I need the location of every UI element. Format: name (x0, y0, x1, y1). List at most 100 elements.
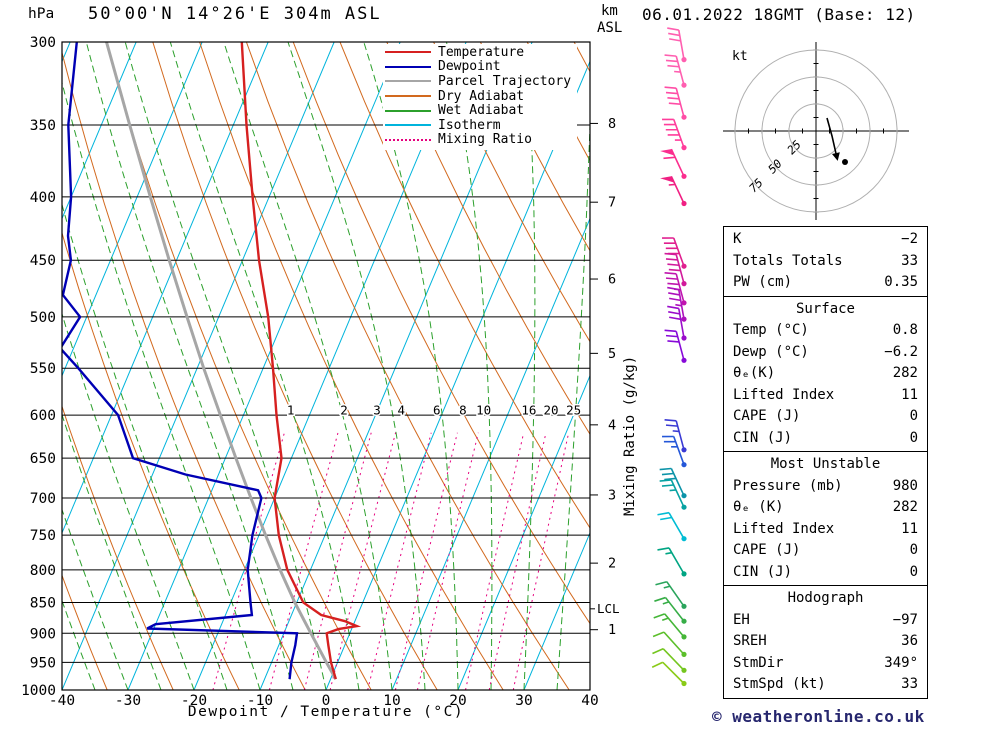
legend-item: Mixing Ratio (385, 132, 571, 147)
indices-table: K −2 Totals Totals 33 PW (cm) 0.35 Surface Temp… (723, 226, 928, 699)
legend-item: Temperature (385, 45, 571, 60)
indices-row-label: CIN (J) (733, 563, 793, 580)
indices-row: Pressure (mb) 980 (724, 476, 927, 498)
wet-adiabat-line (62, 80, 261, 690)
mixing-ratio-axis-title: Mixing Ratio (g/kg) (622, 355, 638, 516)
indices-section-title: Surface (795, 300, 855, 317)
pressure-tick-label: 550 (30, 361, 56, 377)
isotherm-line (62, 42, 137, 220)
indices-row-value: −97 (892, 611, 918, 628)
legend-label: Parcel Trajectory (438, 73, 572, 89)
hodograph-ring (788, 103, 844, 159)
hodograph-unit-label: kt (732, 49, 748, 64)
indices-row-value: 980 (892, 477, 918, 494)
temperature-tick-label: -40 (49, 693, 75, 709)
legend-line-sample (385, 51, 431, 54)
indices-row-label: StmDir (733, 654, 784, 671)
indices-row: CAPE (J) 0 (724, 540, 927, 562)
km-tick-label: 1 (608, 622, 616, 638)
indices-row-value: 282 (892, 365, 918, 381)
indices-section: Most Unstable Pressure (mb) 980 θₑ (K) 282 Li… (723, 451, 928, 586)
legend-label: Isotherm (438, 117, 501, 133)
indices-row: PW (cm) 0.35 (724, 272, 927, 294)
legend-item: Isotherm (385, 118, 571, 133)
km-tick-label: 3 (608, 487, 616, 503)
mixing-ratio-label: 6 (433, 403, 441, 418)
wind-barb (654, 596, 687, 624)
wind-barb (659, 479, 687, 510)
indices-row-label: PW (cm) (733, 274, 793, 290)
indices-row: Temp (°C) 0.8 (724, 320, 927, 342)
wind-barb (659, 467, 687, 499)
temperature-tick-label: -20 (181, 693, 207, 709)
temperature-tick-label: 20 (449, 693, 466, 709)
indices-row-value: 36 (901, 633, 918, 649)
hodograph-ring (761, 76, 871, 186)
isotherm-line (127, 42, 401, 690)
altitude-axis-unit-asl: ASL (597, 20, 623, 36)
legend-label: Dry Adiabat (438, 88, 525, 104)
wind-barb (660, 175, 687, 207)
pressure-tick-label: 900 (30, 626, 56, 642)
mixing-ratio-line (329, 432, 397, 690)
pressure-tick-label: 400 (30, 190, 56, 206)
wet-adiabat-line (62, 599, 96, 690)
wind-barb (655, 580, 687, 609)
mixing-ratio-line (512, 432, 570, 690)
wind-barb (662, 435, 687, 468)
temperature-tick-label: 30 (515, 693, 532, 709)
indices-row: Lifted Index 11 (724, 519, 927, 541)
pressure-tick-label: 650 (30, 451, 56, 467)
indices-section: Surface Temp (°C) 0.8 Dewp (°C) −6.2 θₑ(K) 282… (723, 295, 928, 452)
credit-link[interactable]: © weatheronline.co.uk (712, 707, 925, 726)
sounding-curves (62, 42, 362, 680)
indices-row-value: 0.35 (884, 274, 918, 290)
km-tick-label: 8 (608, 116, 616, 132)
indices-row: θₑ(K) 282 (724, 363, 927, 385)
mixing-ratio-label: 3 (373, 403, 381, 418)
legend-item: Wet Adiabat (385, 103, 571, 118)
km-tick-label: 5 (608, 346, 616, 362)
legend-line-sample (385, 65, 431, 68)
dewpoint-curve (62, 42, 299, 680)
mixing-ratio-label: 20 (543, 403, 558, 418)
pressure-tick-label: 600 (30, 408, 56, 424)
wind-barb (667, 27, 687, 63)
km-tick-label: 4 (608, 417, 616, 433)
dry-adiabat-line (433, 42, 590, 343)
temperature-tick-label: -10 (247, 693, 273, 709)
wind-barb (664, 252, 687, 287)
indices-row-value: 0 (909, 563, 918, 580)
legend-item: Dry Adiabat (385, 89, 571, 104)
mixing-ratio-label: 4 (398, 403, 406, 418)
indices-row-label: SREH (733, 633, 767, 649)
legend-line-sample (385, 80, 431, 83)
isotherm-line (523, 531, 590, 690)
parcel-trajectory-curve (105, 42, 338, 680)
dry-adiabat-line (479, 42, 590, 252)
wet-adiabat-line (62, 413, 162, 690)
run-datetime: 06.01.2022 18GMT (Base: 12) (642, 5, 916, 24)
pressure-tick-label: 700 (30, 491, 56, 507)
indices-row-value: 0 (909, 429, 918, 446)
indices-row-label: StmSpd (kt) (733, 676, 826, 692)
wind-barb (657, 511, 687, 542)
indices-row: StmDir 349° (724, 653, 927, 675)
indices-row-value: 33 (901, 252, 918, 269)
indices-row-label: Lifted Index (733, 386, 835, 403)
indices-row-label: CAPE (J) (733, 542, 801, 558)
pressure-tick-label: 950 (30, 655, 56, 671)
storm-motion-dot (842, 159, 848, 165)
wind-barb (653, 613, 687, 640)
indices-section-title: Most Unstable (770, 456, 881, 472)
wet-adiabat-line (85, 42, 294, 690)
legend-line-sample (385, 95, 431, 98)
km-tick-label: 6 (608, 272, 616, 288)
wet-adiabat-line (62, 508, 129, 690)
station-title: 50°00'N 14°26'E 304m ASL (88, 4, 382, 24)
wind-barb (651, 661, 687, 687)
indices-row: CIN (J) 0 (724, 562, 927, 584)
indices-row: StmSpd (kt) 33 (724, 674, 927, 696)
